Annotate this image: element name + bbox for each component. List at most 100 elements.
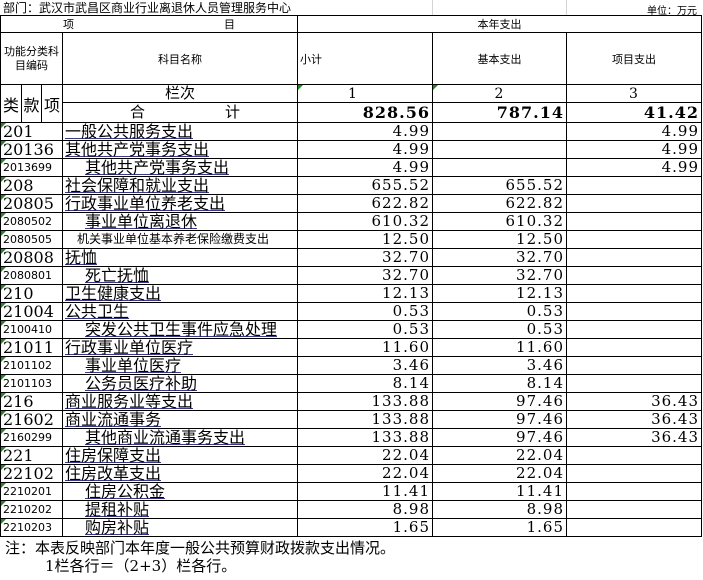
row-project xyxy=(565,248,703,267)
row-basic: 655.52 xyxy=(432,176,567,195)
table-row: 208 社会保障和就业支出 655.52 655.52 xyxy=(0,176,703,195)
row-project: 36.43 xyxy=(565,428,703,447)
item-label-2: 目 xyxy=(224,18,235,31)
row-code: 216 xyxy=(0,392,63,411)
row-name: 机关事业单位基本养老保险缴费支出 xyxy=(62,230,298,249)
row-subtotal: 32.70 xyxy=(297,248,433,267)
table-row: 2080801 死亡抚恤 32.70 32.70 xyxy=(0,266,703,285)
row-subtotal: 3.46 xyxy=(297,356,433,375)
note-line-1: 注：本表反映部门本年度一般公共预算财政拨款支出情况。 xyxy=(5,539,396,557)
row-name: 突发公共卫生事件应急处理 xyxy=(62,320,298,339)
row-basic: 12.13 xyxy=(432,284,567,303)
row-name: 购房补贴 xyxy=(62,518,298,537)
project-header: 项目支出 xyxy=(565,32,703,85)
row-code: 2160299 xyxy=(0,428,63,447)
row-name: 公共卫生 xyxy=(62,302,298,321)
row-code: 21011 xyxy=(0,338,63,357)
table-row: 2080502 事业单位离退休 610.32 610.32 xyxy=(0,212,703,231)
row-basic: 97.46 xyxy=(432,428,567,447)
row-project xyxy=(565,302,703,321)
total-subtotal: 828.56 xyxy=(297,102,433,123)
row-subtotal: 4.99 xyxy=(297,158,433,177)
row-code: 208 xyxy=(0,176,63,195)
row-code: 2100410 xyxy=(0,320,63,339)
row-code: 20805 xyxy=(0,194,63,213)
row-project: 4.99 xyxy=(565,140,703,159)
table-row: 2013699 其他共产党事务支出 4.99 4.99 xyxy=(0,158,703,177)
row-name: 住房公积金 xyxy=(62,482,298,501)
row-subtotal: 622.82 xyxy=(297,194,433,213)
table-row: 2101103 公务员医疗补助 8.14 8.14 xyxy=(0,374,703,393)
row-basic: 8.14 xyxy=(432,374,567,393)
row-name: 事业单位离退休 xyxy=(62,212,298,231)
table-row: 2080505 机关事业单位基本养老保险缴费支出 12.50 12.50 xyxy=(0,230,703,249)
table-row: 2210203 购房补贴 1.65 1.65 xyxy=(0,518,703,537)
row-project xyxy=(565,500,703,519)
department-title: 部门：武汉市武昌区商业行业离退休人员管理服务中心 xyxy=(3,1,292,15)
row-project: 36.43 xyxy=(565,410,703,429)
row-project xyxy=(565,482,703,501)
row-subtotal: 8.14 xyxy=(297,374,433,393)
row-basic: 0.53 xyxy=(432,320,567,339)
row-name: 其他商业流通事务支出 xyxy=(62,428,298,447)
row-name: 住房保障支出 xyxy=(62,446,298,465)
row-code: 2080801 xyxy=(0,266,63,285)
row-code: 2101102 xyxy=(0,356,63,375)
row-name: 住房改革支出 xyxy=(62,464,298,483)
row-basic: 32.70 xyxy=(432,266,567,285)
row-subtotal: 655.52 xyxy=(297,176,433,195)
unit-label: 单位：万元 xyxy=(647,6,697,17)
row-name: 行政事业单位医疗 xyxy=(62,338,298,357)
total-label: 合计 xyxy=(62,102,298,123)
row-project xyxy=(565,446,703,465)
table-row: 2100410 突发公共卫生事件应急处理 0.53 0.53 xyxy=(0,320,703,339)
row-project xyxy=(565,320,703,339)
row-code: 2210203 xyxy=(0,518,63,537)
row-project xyxy=(565,176,703,195)
row-name: 事业单位医疗 xyxy=(62,356,298,375)
row-basic: 11.60 xyxy=(432,338,567,357)
row-name: 其他共产党事务支出 xyxy=(62,158,298,177)
row-project xyxy=(565,230,703,249)
func-code-header: 功能分类科目编码 xyxy=(0,32,63,85)
row-subtotal: 133.88 xyxy=(297,428,433,447)
total-project: 41.42 xyxy=(565,102,703,123)
row-basic xyxy=(432,140,567,159)
row-subtotal: 4.99 xyxy=(297,122,433,141)
col1-index: 1 xyxy=(297,84,433,103)
row-code: 2080502 xyxy=(0,212,63,231)
row-basic: 32.70 xyxy=(432,248,567,267)
table-row: 21011 行政事业单位医疗 11.60 11.60 xyxy=(0,338,703,357)
col3-index: 3 xyxy=(565,84,703,103)
row-basic xyxy=(432,158,567,177)
row-project xyxy=(565,194,703,213)
column-index-label: 栏次 xyxy=(62,84,298,103)
row-name: 行政事业单位养老支出 xyxy=(62,194,298,213)
row-basic: 0.53 xyxy=(432,302,567,321)
row-name: 商业服务业等支出 xyxy=(62,392,298,411)
row-basic: 622.82 xyxy=(432,194,567,213)
table-row: 2101102 事业单位医疗 3.46 3.46 xyxy=(0,356,703,375)
row-name: 卫生健康支出 xyxy=(62,284,298,303)
row-code: 2013699 xyxy=(0,158,63,177)
table-row: 210 卫生健康支出 12.13 12.13 xyxy=(0,284,703,303)
row-subtotal: 22.04 xyxy=(297,464,433,483)
row-subtotal: 22.04 xyxy=(297,446,433,465)
row-subtotal: 1.65 xyxy=(297,518,433,537)
row-subtotal: 11.60 xyxy=(297,338,433,357)
row-code: 210 xyxy=(0,284,63,303)
row-basic: 12.50 xyxy=(432,230,567,249)
col2-index: 2 xyxy=(432,84,567,103)
table-row: 201 一般公共服务支出 4.99 4.99 xyxy=(0,122,703,141)
row-subtotal: 0.53 xyxy=(297,320,433,339)
row-code: 2101103 xyxy=(0,374,63,393)
row-code: 20808 xyxy=(0,248,63,267)
row-project: 36.43 xyxy=(565,392,703,411)
row-name: 抚恤 xyxy=(62,248,298,267)
row-project xyxy=(565,212,703,231)
table-row: 2210202 提租补贴 8.98 8.98 xyxy=(0,500,703,519)
xiang-header: 项 xyxy=(41,84,63,123)
row-project: 4.99 xyxy=(565,158,703,177)
row-basic: 1.65 xyxy=(432,518,567,537)
row-subtotal: 133.88 xyxy=(297,410,433,429)
